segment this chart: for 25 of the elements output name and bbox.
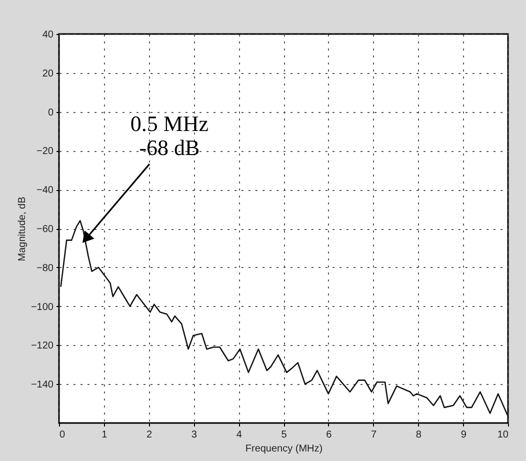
x-tick-label: 10	[497, 430, 509, 440]
y-tick-label: −60	[36, 224, 54, 235]
y-tick-label: −80	[36, 262, 54, 274]
y-tick-label: −120	[30, 340, 54, 352]
line-series	[60, 220, 508, 416]
x-tick-label: 9	[460, 430, 467, 440]
x-tick-label: 0	[60, 430, 66, 440]
y-tick-label: 20	[42, 68, 54, 80]
x-tick-label: 4	[236, 430, 242, 440]
y-tick-label: −140	[30, 380, 54, 391]
y-tick-label: −20	[36, 146, 54, 158]
x-tick-label: 7	[371, 430, 378, 440]
y-tick-label: 0	[48, 107, 54, 118]
x-tick-label: 3	[191, 430, 198, 440]
x-tick-label: 2	[146, 430, 153, 440]
annotation: 0.5 MHz -68 dB	[130, 111, 209, 160]
x-tick-label: 8	[416, 430, 422, 440]
x-tick-label: 5	[281, 430, 288, 440]
x-tick-label: 6	[326, 430, 332, 440]
y-tick-label: 40	[42, 30, 54, 40]
x-tick-label: 1	[102, 430, 108, 440]
y-tick-label: −40	[36, 185, 54, 196]
y-axis-title: Magnitude, dB	[16, 196, 28, 262]
y-tick-label: −100	[30, 302, 54, 313]
x-axis-title: Frequency (MHz)	[245, 444, 323, 454]
